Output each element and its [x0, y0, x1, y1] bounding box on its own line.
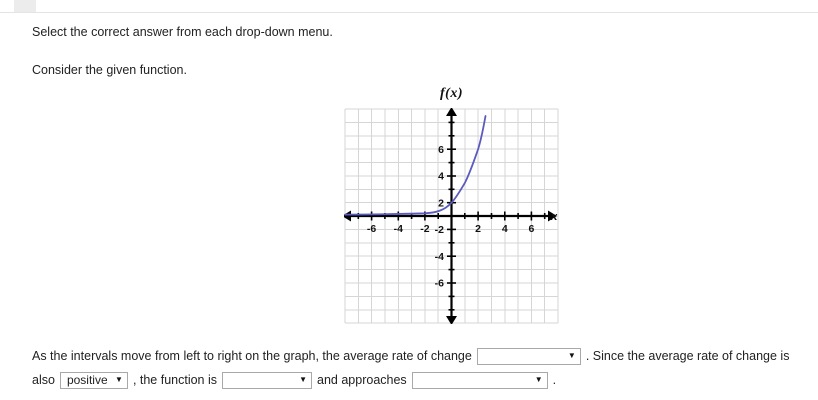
svg-text:2: 2: [438, 197, 444, 209]
chevron-down-icon: ▼: [534, 375, 543, 384]
answer-text-part4: , the function is: [132, 373, 218, 387]
chevron-down-icon: ▼: [299, 375, 308, 384]
svg-text:2: 2: [475, 223, 481, 235]
chevron-down-icon: ▼: [115, 375, 123, 384]
browser-tab-stub[interactable]: [14, 0, 36, 12]
answer-text-part1: As the intervals move from left to right…: [32, 349, 472, 363]
svg-text:-6: -6: [435, 278, 444, 290]
svg-text:4: 4: [438, 171, 444, 183]
answer-text-part2: . Since the average rate of change is: [585, 349, 790, 363]
answer-sentence-block: As the intervals move from left to right…: [32, 345, 814, 391]
chevron-down-icon: ▼: [567, 351, 576, 360]
svg-text:-6: -6: [367, 223, 376, 235]
svg-text:-4: -4: [394, 223, 403, 235]
answer-text-part6: .: [552, 373, 557, 387]
dropdown-function-behavior[interactable]: ▼: [222, 371, 313, 389]
dropdown-sign-value: positive: [66, 373, 108, 387]
svg-text:x: x: [550, 208, 558, 223]
answer-text-part3: also: [32, 373, 55, 387]
graph-plot-area: -6 -4 -2 2 4 6 6 4 2 -2 -4 -6 x: [344, 108, 559, 324]
svg-text:4: 4: [502, 223, 508, 235]
browser-top-bar: [0, 0, 818, 13]
svg-text:-2: -2: [420, 223, 429, 235]
function-graph-figure: f(x): [344, 86, 559, 324]
dropdown-approaches[interactable]: ▼: [411, 371, 548, 389]
answer-text-part5: and approaches: [317, 373, 407, 387]
dropdown-sign[interactable]: positive ▼: [59, 371, 128, 389]
svg-text:-2: -2: [435, 224, 444, 236]
svg-text:6: 6: [528, 223, 534, 235]
y-axis-label: f(x): [440, 86, 463, 101]
svg-text:6: 6: [438, 144, 444, 156]
svg-text:-4: -4: [435, 251, 444, 263]
dropdown-average-rate-of-change[interactable]: ▼: [476, 347, 581, 365]
instruction-text: Select the correct answer from each drop…: [32, 25, 333, 39]
consider-function-text: Consider the given function.: [32, 63, 187, 77]
